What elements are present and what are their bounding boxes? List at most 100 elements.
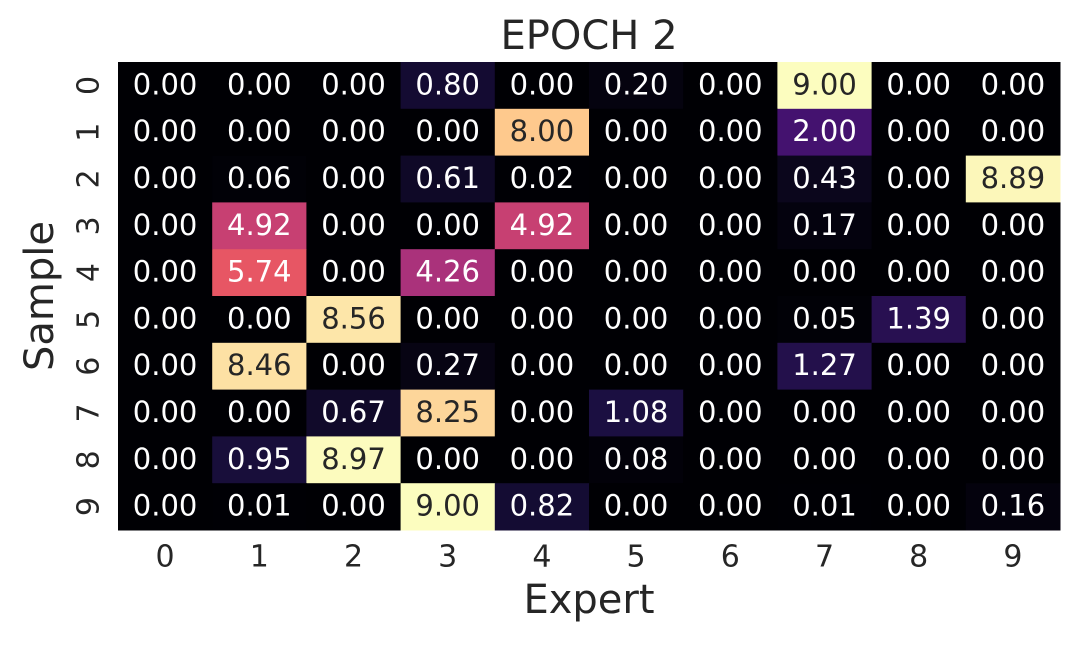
cell-label: 0.16	[981, 489, 1046, 523]
cell-label: 0.00	[886, 255, 951, 289]
cell-label: 0.00	[698, 395, 763, 429]
cell-label: 0.00	[698, 255, 763, 289]
cell-label: 0.00	[227, 67, 292, 101]
cell-label: 0.00	[698, 348, 763, 382]
heatmap-cell	[494, 342, 590, 391]
heatmap-cell	[777, 155, 873, 203]
heatmap-cell	[683, 62, 778, 110]
heatmap-cell	[777, 202, 873, 250]
heatmap-cell	[212, 389, 307, 437]
cell-label: 0.00	[415, 208, 480, 242]
cell-label: 0.00	[981, 208, 1046, 242]
cell-label: 0.00	[604, 208, 669, 242]
cell-label: 0.00	[133, 301, 198, 335]
cell-label: 0.08	[604, 442, 669, 476]
heatmap-cell	[871, 483, 967, 531]
heatmap-cell	[118, 202, 213, 250]
cell-label: 0.00	[321, 348, 386, 382]
heatmap-cell	[683, 249, 778, 297]
heatmap-cell	[777, 296, 873, 344]
heatmap-cell	[212, 342, 307, 391]
heatmap-cell	[118, 108, 213, 157]
heatmap-cell	[589, 62, 684, 110]
heatmap-cell	[400, 389, 496, 437]
cell-label: 0.00	[510, 395, 575, 429]
cell-label: 0.00	[698, 208, 763, 242]
y-tick-label: 6	[72, 357, 107, 376]
heatmap-cell	[777, 483, 873, 531]
y-tick-label: 8	[72, 450, 107, 469]
heatmap-cell	[871, 108, 967, 157]
heatmap-cell	[306, 389, 402, 437]
heatmap-cell	[118, 436, 213, 484]
y-tick-label: 3	[72, 216, 107, 235]
cell-label: 0.05	[792, 301, 857, 335]
heatmap-cell	[306, 62, 402, 110]
cell-label: 0.00	[604, 348, 669, 382]
heatmap-cell	[306, 249, 402, 297]
cell-label: 0.20	[604, 67, 669, 101]
heatmap-cell	[400, 155, 496, 203]
chart-title: EPOCH 2	[500, 13, 677, 59]
cell-label: 0.61	[415, 161, 480, 195]
heatmap-cell	[683, 296, 778, 344]
heatmap-cell	[118, 249, 213, 297]
cell-label: 0.00	[321, 255, 386, 289]
heatmap-cell	[494, 249, 590, 297]
heatmap-cell	[118, 296, 213, 344]
cell-label: 1.39	[886, 301, 951, 335]
cell-label: 0.00	[133, 161, 198, 195]
cell-label: 0.00	[981, 255, 1046, 289]
cell-label: 0.01	[227, 489, 292, 523]
x-tick-label: 8	[909, 540, 928, 575]
heatmap-cell	[494, 155, 590, 203]
cell-label: 0.00	[321, 208, 386, 242]
heatmap-cell	[589, 202, 684, 250]
heatmap-cell	[683, 389, 778, 437]
heatmap-cell	[589, 296, 684, 344]
heatmap-cell	[683, 342, 778, 391]
heatmap-cell	[871, 296, 967, 344]
heatmap-cell	[965, 108, 1061, 157]
cell-label: 0.00	[415, 301, 480, 335]
cell-label: 8.25	[415, 395, 480, 429]
y-tick-label: 7	[72, 403, 107, 422]
heatmap-cell	[589, 155, 684, 203]
heatmap-cell	[494, 108, 590, 157]
heatmap-cell	[212, 202, 307, 250]
cell-label: 0.00	[321, 161, 386, 195]
cell-label: 0.00	[321, 67, 386, 101]
cell-label: 0.00	[133, 489, 198, 523]
heatmap-cell	[683, 155, 778, 203]
heatmap-cell	[306, 342, 402, 391]
cell-label: 0.17	[792, 208, 857, 242]
cell-label: 0.02	[510, 161, 575, 195]
cell-label: 0.00	[133, 255, 198, 289]
heatmap-cell	[118, 483, 213, 531]
heatmap-cell	[871, 342, 967, 391]
heatmap-cell	[400, 108, 496, 157]
cell-label: 9.00	[792, 67, 857, 101]
heatmap-cell	[965, 202, 1061, 250]
cell-label: 4.26	[415, 255, 480, 289]
cell-label: 0.00	[698, 442, 763, 476]
cell-label: 8.97	[321, 442, 386, 476]
cell-label: 0.00	[133, 67, 198, 101]
x-tick-label: 5	[627, 540, 646, 575]
cell-label: 0.00	[792, 442, 857, 476]
heatmap-cell	[871, 249, 967, 297]
cell-label: 0.00	[415, 442, 480, 476]
y-tick-label: 9	[72, 497, 107, 516]
heatmap-cell	[212, 249, 307, 297]
heatmap-cell	[965, 62, 1061, 110]
heatmap-cell	[400, 483, 496, 531]
heatmap-cell	[683, 108, 778, 157]
cell-label: 0.00	[698, 489, 763, 523]
heatmap-cell	[306, 108, 402, 157]
cell-label: 0.00	[981, 348, 1046, 382]
y-tick-label: 1	[72, 123, 107, 142]
heatmap-cell	[400, 249, 496, 297]
cell-label: 0.00	[604, 301, 669, 335]
cell-label: 0.43	[792, 161, 857, 195]
heatmap-cell	[494, 483, 590, 531]
